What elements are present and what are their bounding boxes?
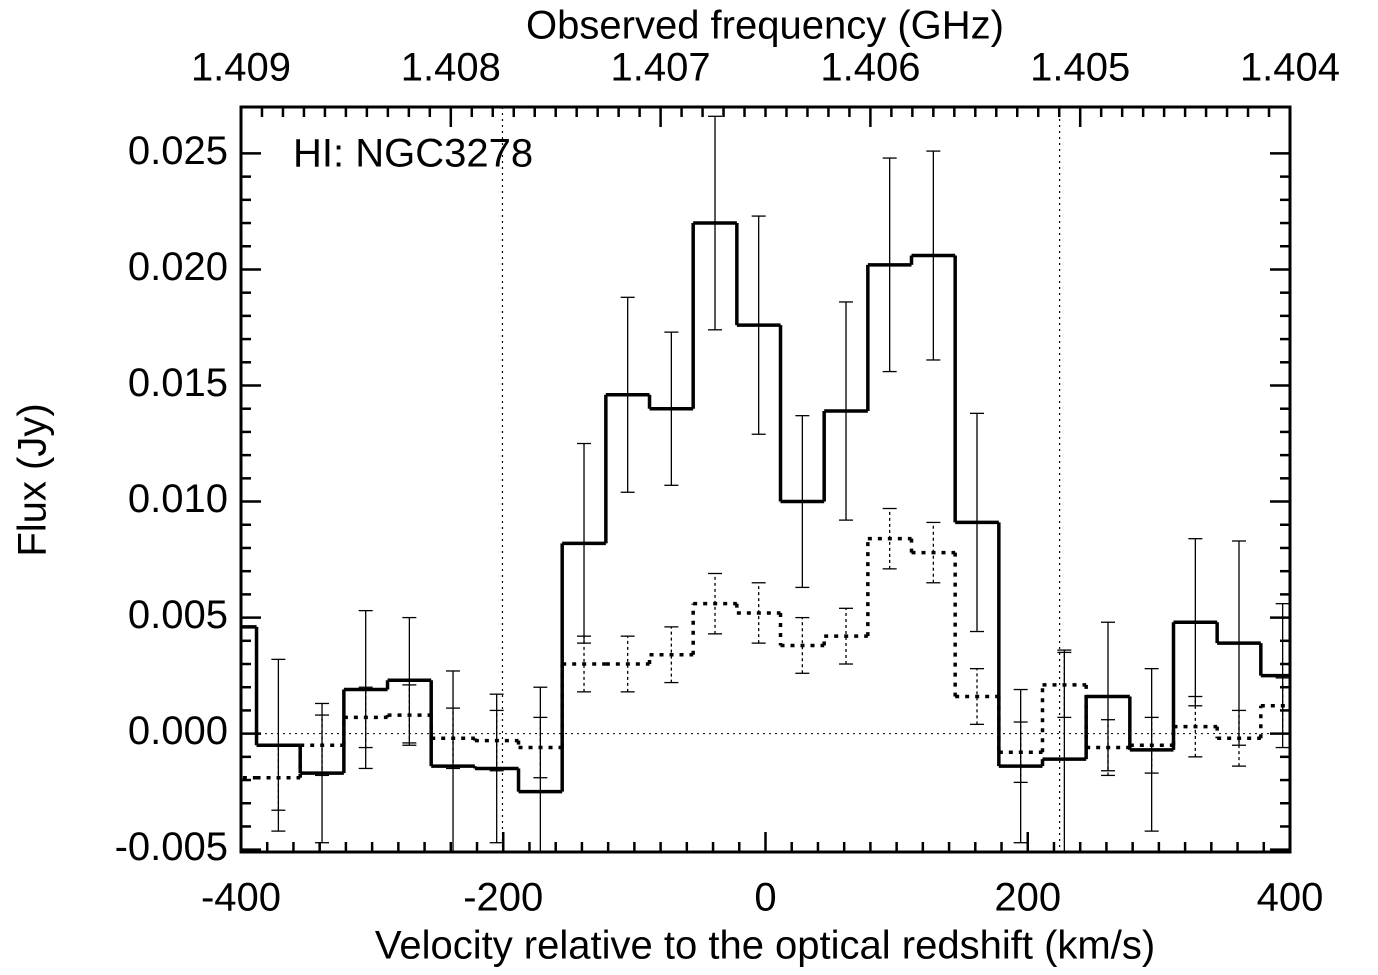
x2-tick-label: 1.406 (820, 46, 920, 90)
y-axis-label: Flux (Jy) (11, 403, 55, 556)
x-tick-label: 0 (754, 876, 776, 920)
x-tick-label: 400 (1257, 876, 1324, 920)
plot-frame (239, 105, 1292, 854)
y-tick-label: -0.005 (115, 825, 228, 869)
y-tick-label: 0.025 (128, 129, 228, 173)
y-tick-label: 0.005 (128, 593, 228, 637)
y-tick-label: 0.010 (128, 477, 228, 521)
x2-tick-label: 1.408 (401, 46, 501, 90)
x-tick-label: 200 (994, 876, 1061, 920)
x2-tick-label: 1.404 (1240, 46, 1340, 90)
plot-area (241, 107, 1290, 852)
x2-tick-label: 1.409 (191, 46, 291, 90)
y-tick-label: 0.000 (128, 709, 228, 753)
x2-tick-label: 1.405 (1030, 46, 1130, 90)
y-tick-label: 0.015 (128, 361, 228, 405)
x2-tick-label: 1.407 (611, 46, 711, 90)
y-tick-label: 0.020 (128, 245, 228, 289)
x2-axis-label: Observed frequency (GHz) (526, 4, 1004, 48)
annotation: HI: NGC3278 (293, 132, 533, 176)
x-tick-label: -400 (201, 876, 281, 920)
x-axis-label: Velocity relative to the optical redshif… (375, 924, 1155, 968)
x-tick-label: -200 (463, 876, 543, 920)
